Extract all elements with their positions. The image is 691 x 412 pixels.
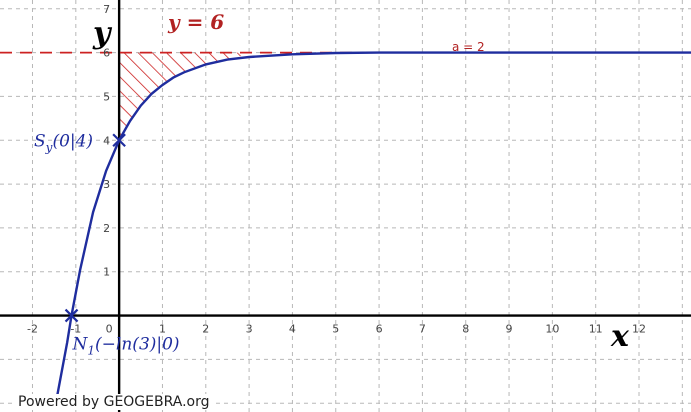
x-tick-label: -1 [70, 323, 81, 336]
asymptote-label: y = 6 [167, 10, 224, 34]
y-axis-label: y [92, 16, 113, 51]
y-tick-label: 1 [103, 266, 110, 279]
y-tick-label: 4 [103, 134, 110, 147]
function-curve [55, 51, 691, 401]
point-label: N1(−ln(3)|0) [72, 335, 180, 358]
point-marker [112, 133, 126, 148]
shaded-region [119, 52, 254, 141]
x-axis-label: x [610, 319, 630, 354]
x-tick-label: 1 [159, 323, 166, 336]
x-tick-label: 9 [506, 323, 513, 336]
points: Sy(0|4) N1(−ln(3)|0) [34, 131, 180, 357]
point-marker [64, 308, 79, 323]
geogebra-watermark: Powered by GEOGEBRA.org [14, 394, 214, 410]
x-tick-label: 5 [332, 323, 339, 336]
x-tick-label: 12 [632, 323, 646, 336]
y-tick-label: 6 [103, 47, 110, 60]
x-tick-label: 2 [202, 323, 209, 336]
x-tick-label: 11 [589, 323, 603, 336]
x-tick-label: 0 [106, 323, 113, 336]
x-tick-label: 4 [289, 323, 296, 336]
parameter-label: a = 2 [452, 40, 485, 54]
y-tick-label: 7 [103, 3, 110, 16]
x-tick-label: 10 [545, 323, 559, 336]
x-tick-label: 6 [376, 323, 383, 336]
x-tick-label: 7 [419, 323, 426, 336]
x-tick-label: -2 [27, 323, 38, 336]
point-label: Sy(0|4) [34, 131, 93, 154]
y-tick-label: 2 [103, 222, 110, 235]
y-tick-label: 5 [103, 90, 110, 103]
x-tick-label: 8 [462, 323, 469, 336]
x-tick-label: 3 [246, 323, 253, 336]
y-tick-label: 3 [103, 178, 110, 191]
